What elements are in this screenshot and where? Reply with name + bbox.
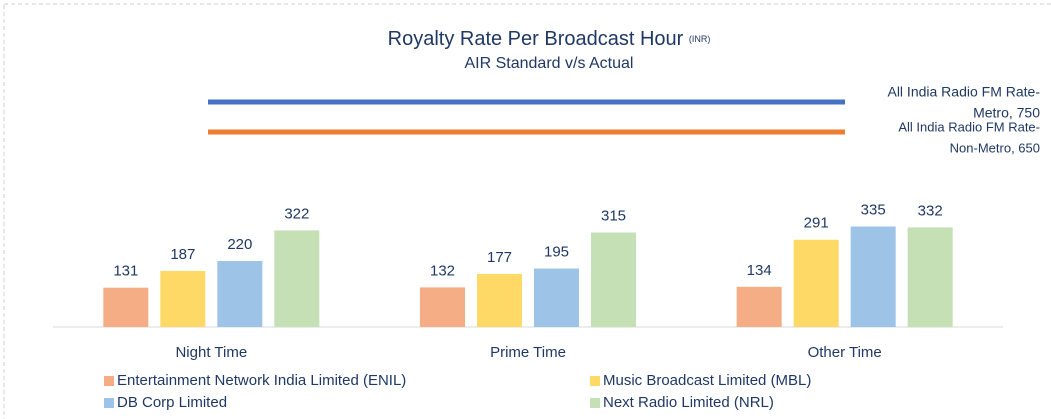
legend-label: Next Radio Limited (NRL) — [603, 394, 774, 411]
bar — [793, 239, 839, 327]
legend-swatch — [104, 398, 114, 408]
data-label: 134 — [747, 262, 772, 279]
data-label: 332 — [918, 202, 943, 219]
bar — [160, 270, 206, 327]
bar — [420, 287, 465, 327]
bar — [103, 287, 149, 327]
bar — [477, 273, 522, 327]
reference-label: All India Radio FM Rate- — [898, 119, 1040, 134]
data-label: 177 — [487, 249, 512, 266]
data-label: 220 — [227, 236, 252, 253]
legend-swatch — [590, 398, 600, 408]
legend-swatch — [104, 376, 114, 386]
data-label: 322 — [284, 205, 309, 222]
data-label: 187 — [170, 246, 195, 263]
legend-swatch — [590, 376, 600, 386]
data-label: 335 — [861, 201, 886, 218]
reference-label: Non-Metro, 650 — [950, 140, 1040, 155]
bar — [274, 230, 320, 327]
data-label: 132 — [430, 262, 455, 279]
x-tick-label: Night Time — [175, 344, 247, 361]
x-tick-label: Other Time — [808, 344, 882, 361]
legend-label: DB Corp Limited — [117, 394, 227, 411]
bar — [907, 227, 953, 327]
frame — [3, 3, 1051, 419]
bar — [736, 286, 782, 327]
data-label: 195 — [544, 243, 569, 260]
data-label: 131 — [113, 263, 138, 280]
bar — [217, 261, 263, 327]
data-label: 291 — [804, 215, 829, 232]
chart-subtitle: AIR Standard v/s Actual — [465, 55, 634, 72]
reference-label: Metro, 750 — [973, 105, 1040, 121]
legend-label: Entertainment Network India Limited (ENI… — [117, 372, 406, 389]
title-unit: (INR) — [689, 34, 711, 44]
bar — [850, 226, 896, 327]
bar — [534, 268, 579, 327]
data-label: 315 — [601, 207, 626, 224]
x-tick-label: Prime Time — [490, 344, 566, 361]
title-text: Royalty Rate Per Broadcast Hour — [388, 28, 684, 50]
reference-label: All India Radio FM Rate- — [887, 84, 1040, 100]
bar — [591, 232, 636, 327]
legend-label: Music Broadcast Limited (MBL) — [603, 372, 811, 389]
chart-title: Royalty Rate Per Broadcast Hour (INR) — [388, 28, 711, 50]
